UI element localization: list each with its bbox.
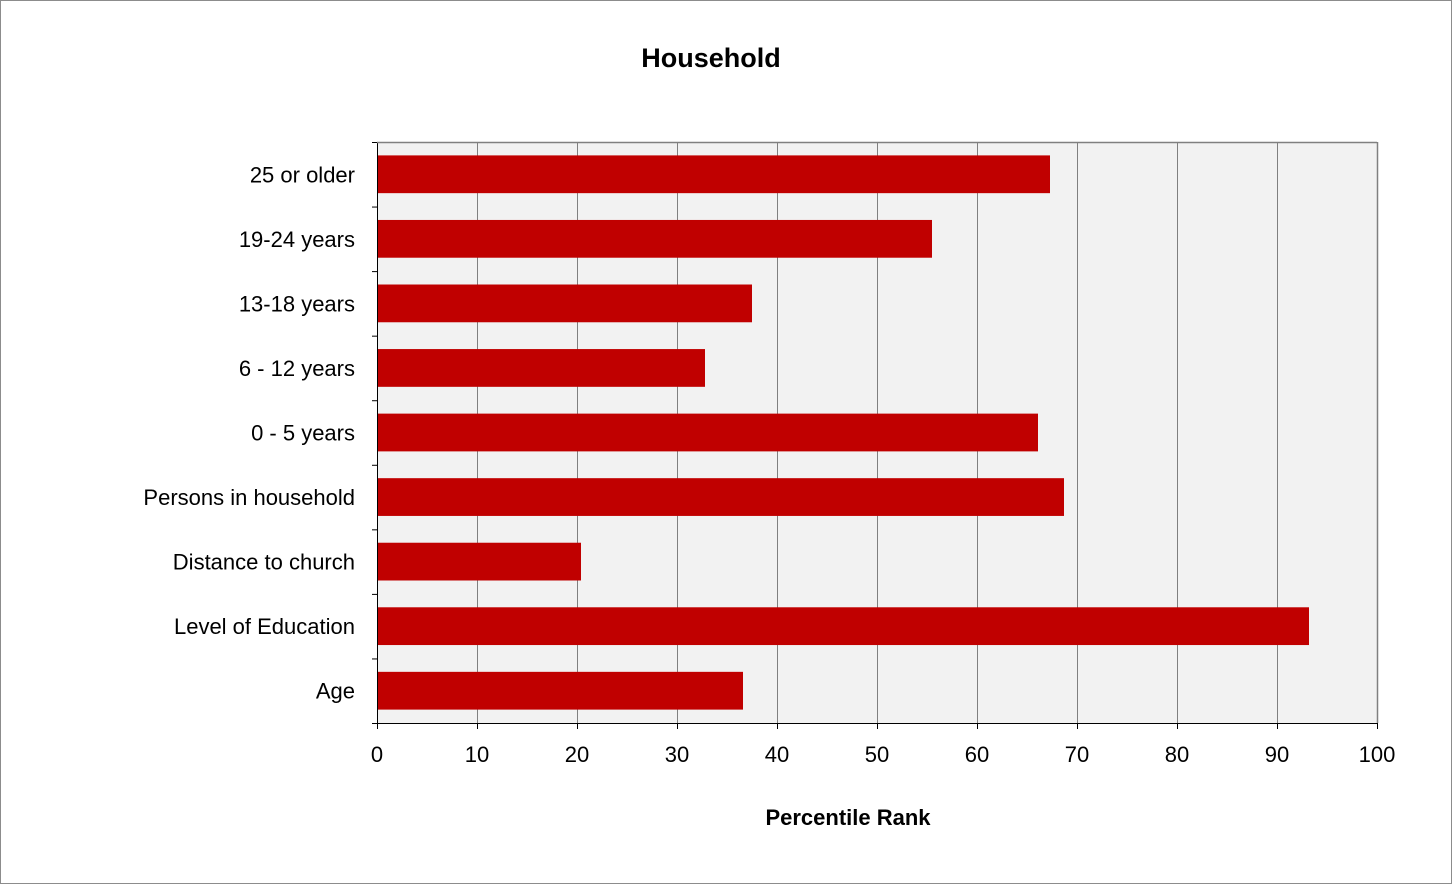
bar (378, 671, 743, 710)
y-tick-label: 13-18 years (239, 291, 355, 316)
x-tick-label: 100 (1359, 742, 1396, 767)
chart-title: Household (641, 43, 781, 73)
y-tick-label: Level of Education (174, 614, 355, 639)
bar (378, 542, 581, 581)
x-tick-label: 20 (565, 742, 589, 767)
tick-labels: Age Level of Education Distance to church P… (143, 162, 1395, 767)
x-tick-label: 80 (1165, 742, 1189, 767)
bar (378, 413, 1038, 452)
bar (378, 607, 1309, 646)
y-tick-label: Age (316, 679, 355, 704)
bars (378, 155, 1309, 710)
bar (378, 155, 1050, 194)
x-tick-label: 70 (1065, 742, 1089, 767)
bar (378, 219, 932, 258)
axes (372, 141, 1379, 729)
y-tick-label: 25 or older (250, 162, 355, 187)
y-tick-label: Distance to church (173, 550, 355, 575)
bar (378, 349, 705, 387)
y-tick-label: 6 - 12 years (239, 356, 355, 381)
y-tick-label: 19-24 years (239, 227, 355, 252)
x-tick-label: 60 (965, 742, 989, 767)
x-tick-label: 10 (465, 742, 489, 767)
x-axis-title: Percentile Rank (765, 805, 931, 830)
x-tick-label: 40 (765, 742, 789, 767)
x-tick-label: 0 (371, 742, 383, 767)
bar (378, 284, 752, 323)
x-tick-label: 90 (1265, 742, 1289, 767)
y-tick-label: 0 - 5 years (251, 421, 355, 446)
x-tick-label: 30 (665, 742, 689, 767)
x-tick-label: 50 (865, 742, 889, 767)
y-tick-label: Persons in household (143, 485, 355, 510)
bar (378, 478, 1064, 516)
